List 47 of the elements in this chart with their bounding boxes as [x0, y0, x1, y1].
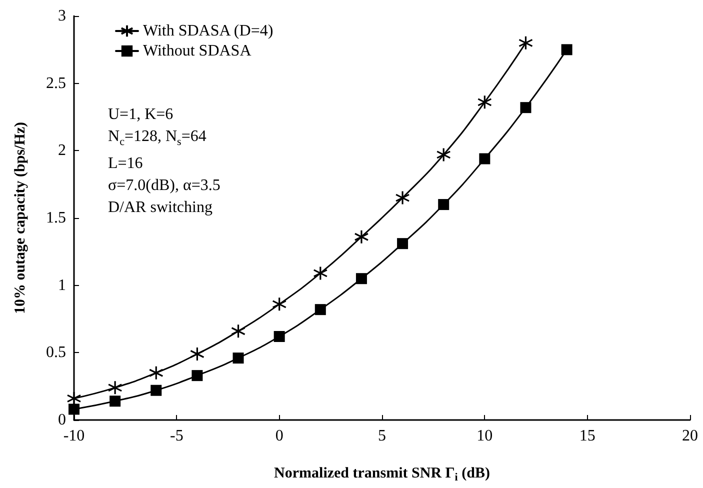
y-axis-title: 10% outage capacity (bps/Hz) — [12, 122, 28, 314]
annotation: L=16 — [108, 154, 144, 174]
point — [479, 153, 490, 164]
y-tick-label: 0.5 — [46, 344, 66, 362]
y-tick-label: 2.5 — [46, 74, 66, 92]
point — [232, 352, 244, 364]
point — [397, 238, 408, 250]
point — [148, 366, 164, 380]
x-tick-label: 20 — [682, 428, 698, 444]
y-tick-label: 2 — [58, 142, 66, 160]
y-tick-label: 1 — [58, 276, 66, 294]
point — [561, 44, 572, 56]
point — [274, 331, 285, 342]
point — [436, 147, 451, 162]
y-tick-label: 3 — [58, 8, 66, 24]
point — [108, 380, 122, 395]
y-tick-label: 0 — [58, 412, 66, 428]
x-tick-label: -5 — [170, 428, 184, 444]
point — [66, 391, 82, 406]
point — [190, 346, 204, 362]
point — [192, 370, 203, 382]
x-tick-label: 10 — [476, 428, 493, 444]
point — [518, 36, 534, 50]
point — [477, 94, 492, 110]
y-tick-label: 1.5 — [46, 210, 66, 226]
point — [110, 396, 121, 407]
x-tick-label: 15 — [579, 428, 596, 444]
point — [314, 304, 326, 316]
point — [520, 102, 532, 114]
x-tick-label: 0 — [275, 428, 284, 444]
annotation: D/AR switching — [108, 198, 214, 218]
point — [395, 190, 410, 206]
point — [68, 404, 80, 415]
point — [230, 324, 246, 338]
point — [438, 199, 450, 210]
point — [313, 266, 328, 281]
point — [150, 384, 162, 396]
legend-label: With SDASA (D=4) — [143, 22, 274, 40]
annotation: N$_{c}$=128, N$_{s}$=64 — [108, 127, 208, 150]
legend-label: Without SDASA — [143, 42, 252, 60]
x-tick-label: 5 — [378, 428, 386, 444]
x-tick-label: -10 — [63, 428, 85, 444]
point — [272, 296, 287, 312]
point — [354, 230, 369, 244]
annotation: U=1, K=6 — [108, 105, 174, 125]
annotation: σ=7.0(dB), α=3.5 — [108, 176, 220, 196]
point — [356, 273, 367, 284]
